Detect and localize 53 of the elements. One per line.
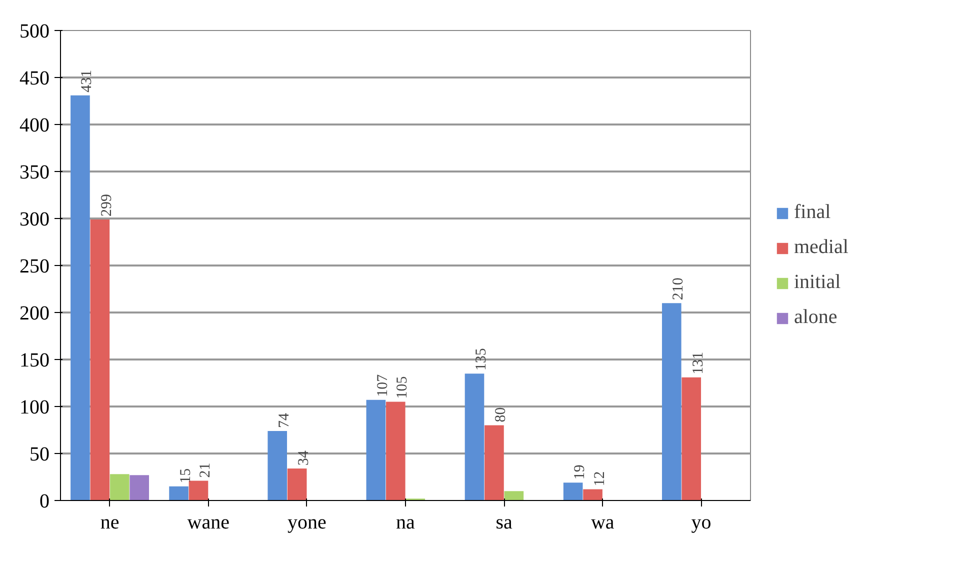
y-tick-label: 0 — [40, 490, 50, 512]
bar — [583, 489, 602, 500]
bar — [366, 400, 386, 500]
y-tick-label: 400 — [20, 114, 50, 136]
data-label: 80 — [493, 407, 510, 422]
bar — [130, 475, 150, 500]
bar — [682, 377, 702, 500]
bar — [464, 374, 484, 500]
legend-label: final — [794, 201, 831, 224]
x-tick-label: wane — [187, 512, 230, 534]
x-tick-label: ne — [100, 512, 120, 534]
y-tick-label: 100 — [20, 396, 50, 418]
bar — [386, 402, 406, 500]
bar — [110, 474, 130, 500]
data-label: 131 — [690, 352, 706, 374]
y-tick-label: 350 — [20, 162, 50, 184]
y-tick-label: 250 — [20, 256, 50, 278]
y-tick-label: 500 — [20, 20, 50, 42]
x-tick-label: wa — [590, 512, 614, 534]
y-tick-label: 300 — [20, 208, 50, 230]
y-tick-label: 50 — [30, 444, 50, 466]
data-label: 19 — [572, 464, 588, 480]
data-label: 431 — [79, 70, 96, 92]
legend-label: alone — [794, 306, 838, 329]
x-tick-label: sa — [496, 512, 513, 534]
y-tick-label: 150 — [20, 350, 50, 372]
bar — [504, 491, 524, 500]
data-label: 107 — [374, 374, 391, 397]
bar — [188, 480, 208, 500]
bar — [70, 95, 90, 500]
data-label: 299 — [98, 194, 115, 216]
x-tick-label: yone — [287, 512, 326, 534]
data-label: 135 — [474, 348, 490, 371]
data-label: 74 — [276, 412, 292, 428]
y-tick-label: 200 — [20, 302, 50, 324]
data-label: 12 — [592, 471, 608, 486]
legend-label: medial — [794, 236, 848, 259]
bar — [662, 303, 682, 500]
bar — [169, 486, 188, 500]
data-label: 210 — [670, 278, 687, 300]
data-label: 34 — [296, 450, 312, 466]
bar — [563, 482, 583, 500]
bar — [268, 430, 288, 500]
x-tick-label: na — [396, 512, 416, 534]
bar — [287, 468, 307, 500]
legend-label: initial — [794, 271, 841, 294]
data-label: 15 — [178, 468, 194, 484]
bar — [484, 425, 504, 500]
data-label: 21 — [198, 462, 214, 478]
data-label: 105 — [394, 376, 411, 399]
y-tick-label: 450 — [20, 68, 50, 90]
bar — [90, 219, 110, 500]
x-tick-label: yo — [691, 512, 712, 534]
